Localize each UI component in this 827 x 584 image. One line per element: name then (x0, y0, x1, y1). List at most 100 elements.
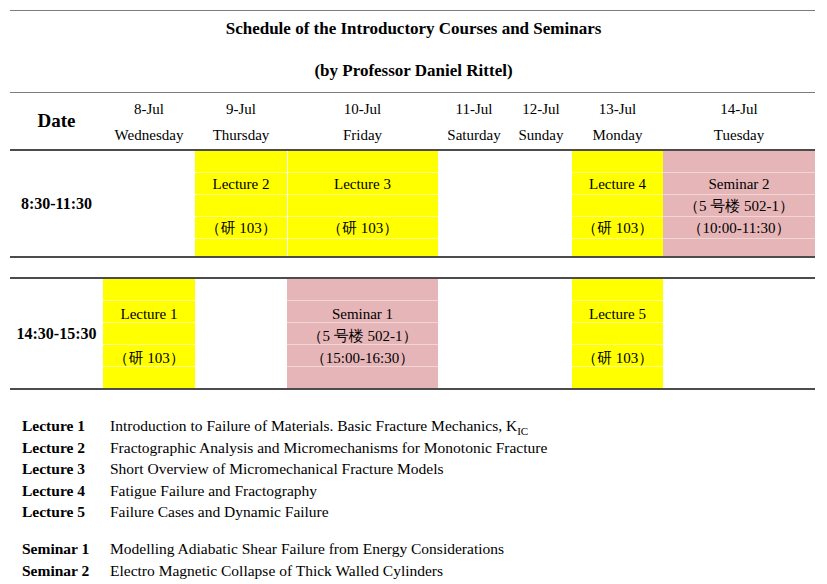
legend-item-lecture-2: Lecture 2 Fractographic Analysis and Mic… (22, 437, 812, 459)
cell-line: （研 103） (572, 217, 663, 239)
day-weekday: Saturday (438, 124, 510, 146)
day-weekday: Thursday (195, 124, 287, 146)
legend-label: Lecture 4 (22, 480, 110, 502)
column-header-friday: 10-Jul Friday (287, 94, 438, 148)
legend-label: Lecture 1 (22, 415, 110, 437)
day-date: 11-Jul (438, 98, 510, 120)
legend-label: Lecture 5 (22, 501, 110, 523)
cell-line (438, 347, 510, 369)
legend-item-lecture-4: Lecture 4 Fatigue Failure and Fractograp… (22, 480, 812, 502)
legend-description: Fatigue Failure and Fractography (110, 480, 317, 502)
schedule-cell-sat-afternoon (438, 279, 510, 388)
page-title: Schedule of the Introductory Courses and… (0, 19, 827, 39)
cell-line (438, 303, 510, 325)
schedule-cell-seminar-2: Seminar 2 （5 号楼 502-1） （10:00-11:30） (663, 151, 815, 256)
schedule-row-afternoon: 14:30-15:30 Lecture 1 （研 103） Seminar 1 … (10, 279, 815, 388)
legend-label: Lecture 2 (22, 437, 110, 459)
schedule-cell-lecture-1: Lecture 1 （研 103） (103, 279, 195, 388)
cell-line (510, 217, 572, 239)
cell-line (510, 195, 572, 217)
divider-top (10, 10, 815, 11)
cell-line: （研 103） (287, 217, 438, 239)
cell-line (195, 347, 287, 369)
cell-line: （研 103） (195, 217, 287, 239)
cell-line (195, 303, 287, 325)
cell-line: （研 103） (572, 347, 663, 369)
day-date: 14-Jul (663, 98, 815, 120)
day-date: 12-Jul (510, 98, 572, 120)
legend-label: Seminar 2 (22, 560, 110, 582)
cell-line (103, 195, 195, 217)
legend-description: Modelling Adiabatic Shear Failure from E… (110, 538, 504, 560)
cell-line (663, 347, 815, 369)
cell-line: Seminar 2 (663, 173, 815, 195)
legend-item-lecture-1: Lecture 1 Introduction to Failure of Mat… (22, 415, 812, 437)
cell-line: （5 号楼 502-1） (287, 325, 438, 347)
cell-line (195, 325, 287, 347)
schedule-cell-wed-morning (103, 151, 195, 256)
schedule-cell-lecture-5: Lecture 5 （研 103） (572, 279, 663, 388)
column-header-tuesday: 14-Jul Tuesday (663, 94, 815, 148)
cell-line (572, 325, 663, 347)
schedule-cell-seminar-1: Seminar 1 （5 号楼 502-1） （15:00-16:30） (287, 279, 438, 388)
day-weekday: Tuesday (663, 124, 815, 146)
schedule-cell-sun-afternoon (510, 279, 572, 388)
cell-line (438, 325, 510, 347)
legend-description: Short Overview of Micromechanical Fractu… (110, 458, 444, 480)
cell-line: Lecture 2 (195, 173, 287, 195)
cell-line: Lecture 4 (572, 173, 663, 195)
schedule-cell-lecture-2: Lecture 2 （研 103） (195, 151, 287, 256)
column-header-wednesday: 8-Jul Wednesday (103, 94, 195, 148)
legend-label: Seminar 1 (22, 538, 110, 560)
cell-line (287, 195, 438, 217)
cell-line (195, 195, 287, 217)
cell-line: （研 103） (103, 347, 195, 369)
cell-line: Lecture 5 (572, 303, 663, 325)
legend-description: Fractographic Analysis and Micromechanis… (110, 437, 547, 459)
cell-line (438, 195, 510, 217)
cell-line (438, 217, 510, 239)
day-date: 13-Jul (572, 98, 663, 120)
divider-below-afternoon-row (10, 388, 815, 390)
legend-item-seminar-1: Seminar 1 Modelling Adiabatic Shear Fail… (22, 538, 812, 560)
cell-line (663, 303, 815, 325)
cell-line (103, 325, 195, 347)
schedule-cell-sat-morning (438, 151, 510, 256)
legend-description: Introduction to Failure of Materials. Ba… (110, 415, 528, 437)
cell-line (510, 173, 572, 195)
day-date: 8-Jul (103, 98, 195, 120)
cell-line (510, 347, 572, 369)
cell-line (510, 325, 572, 347)
legend-description: Failure Cases and Dynamic Failure (110, 501, 329, 523)
cell-line (663, 325, 815, 347)
table-header-row: Date 8-Jul Wednesday 9-Jul Thursday 10-J… (10, 94, 815, 148)
lecture-legend: Lecture 1 Introduction to Failure of Mat… (22, 415, 812, 523)
time-slot-label: 8:30-11:30 (10, 151, 103, 256)
divider-below-subtitle (10, 92, 815, 93)
schedule-cell-tue-afternoon (663, 279, 815, 388)
subscript: IC (517, 425, 528, 437)
cell-line (438, 173, 510, 195)
seminar-legend: Seminar 1 Modelling Adiabatic Shear Fail… (22, 538, 812, 581)
page-subtitle: (by Professor Daniel Rittel) (0, 61, 827, 81)
day-weekday: Monday (572, 124, 663, 146)
legend-description: Electro Magnetic Collapse of Thick Walle… (110, 560, 443, 582)
day-date: 9-Jul (195, 98, 287, 120)
cell-line: Seminar 1 (287, 303, 438, 325)
schedule-cell-sun-morning (510, 151, 572, 256)
cell-line (103, 173, 195, 195)
column-header-saturday: 11-Jul Saturday (438, 94, 510, 148)
day-weekday: Friday (287, 124, 438, 146)
legend-label: Lecture 3 (22, 458, 110, 480)
column-header-monday: 13-Jul Monday (572, 94, 663, 148)
cell-line: （10:00-11:30） (663, 217, 815, 239)
legend-item-lecture-3: Lecture 3 Short Overview of Micromechani… (22, 458, 812, 480)
schedule-row-morning: 8:30-11:30 Lecture 2 （研 103） Lecture 3 （… (10, 151, 815, 256)
cell-line (103, 217, 195, 239)
legend-item-seminar-2: Seminar 2 Electro Magnetic Collapse of T… (22, 560, 812, 582)
cell-line (510, 303, 572, 325)
schedule-document: Schedule of the Introductory Courses and… (0, 0, 827, 584)
cell-line: （15:00-16:30） (287, 347, 438, 369)
day-weekday: Sunday (510, 124, 572, 146)
schedule-cell-lecture-4: Lecture 4 （研 103） (572, 151, 663, 256)
